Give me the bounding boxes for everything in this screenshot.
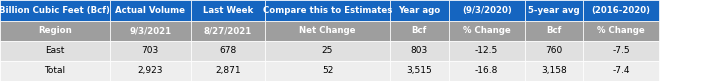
Bar: [583, 61, 659, 81]
Text: 3,515: 3,515: [407, 66, 432, 75]
Text: (9/3/2020): (9/3/2020): [462, 6, 511, 15]
Text: 760: 760: [545, 46, 562, 55]
Text: % Change: % Change: [463, 26, 511, 35]
Text: (2016-2020): (2016-2020): [592, 6, 651, 15]
Bar: [110, 40, 191, 61]
Bar: [191, 21, 265, 40]
Bar: [390, 40, 449, 61]
Text: 9/3/2021: 9/3/2021: [129, 26, 172, 35]
Text: Billion Cubic Feet (Bcf): Billion Cubic Feet (Bcf): [0, 6, 110, 15]
Text: % Change: % Change: [597, 26, 645, 35]
Text: 678: 678: [219, 46, 236, 55]
Bar: [0, 61, 110, 81]
Text: 2,923: 2,923: [137, 66, 163, 75]
Bar: [265, 40, 390, 61]
Bar: [583, 21, 659, 40]
Text: Compare this to Estimates: Compare this to Estimates: [263, 6, 392, 15]
Bar: [525, 40, 583, 61]
Text: -12.5: -12.5: [475, 46, 498, 55]
Text: Net Change: Net Change: [299, 26, 356, 35]
Bar: [191, 40, 265, 61]
Text: 703: 703: [142, 46, 159, 55]
Bar: [525, 61, 583, 81]
Text: 25: 25: [322, 46, 333, 55]
Bar: [449, 0, 525, 21]
Bar: [110, 21, 191, 40]
Text: 2,871: 2,871: [215, 66, 241, 75]
Text: -7.5: -7.5: [612, 46, 630, 55]
Text: Total: Total: [44, 66, 66, 75]
Bar: [265, 21, 390, 40]
Bar: [265, 0, 390, 21]
Bar: [583, 40, 659, 61]
Text: 5-year avg: 5-year avg: [528, 6, 580, 15]
Text: Actual Volume: Actual Volume: [115, 6, 185, 15]
Text: 8/27/2021: 8/27/2021: [204, 26, 252, 35]
Bar: [390, 21, 449, 40]
Bar: [191, 61, 265, 81]
Bar: [390, 61, 449, 81]
Text: Last Week: Last Week: [203, 6, 253, 15]
Text: Year ago: Year ago: [398, 6, 441, 15]
Bar: [265, 61, 390, 81]
Text: Bcf: Bcf: [546, 26, 562, 35]
Text: 52: 52: [322, 66, 333, 75]
Bar: [110, 0, 191, 21]
Bar: [449, 40, 525, 61]
Bar: [191, 0, 265, 21]
Bar: [583, 0, 659, 21]
Bar: [110, 61, 191, 81]
Bar: [390, 0, 449, 21]
Bar: [0, 21, 110, 40]
Bar: [449, 61, 525, 81]
Bar: [525, 0, 583, 21]
Text: Bcf: Bcf: [412, 26, 427, 35]
Text: Region: Region: [38, 26, 72, 35]
Bar: [525, 21, 583, 40]
Text: 3,158: 3,158: [541, 66, 567, 75]
Bar: [0, 40, 110, 61]
Text: -16.8: -16.8: [475, 66, 498, 75]
Bar: [0, 0, 110, 21]
Text: East: East: [45, 46, 65, 55]
Text: 803: 803: [411, 46, 428, 55]
Bar: [449, 21, 525, 40]
Text: -7.4: -7.4: [612, 66, 630, 75]
